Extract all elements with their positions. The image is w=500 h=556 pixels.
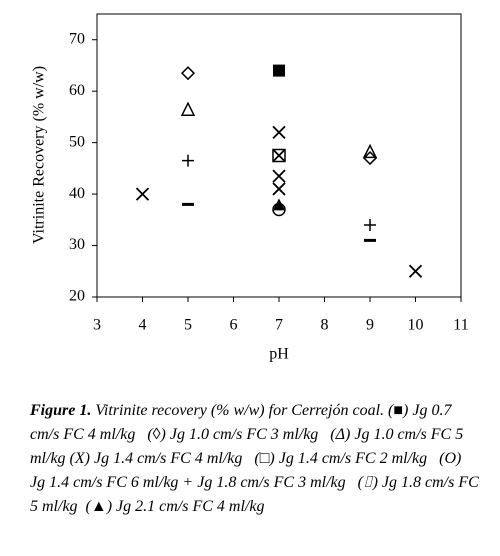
y-tick-label: 60 [69,82,85,99]
x-tick-label: 5 [184,317,192,334]
y-tick-label: 50 [69,133,85,150]
marker [273,64,285,77]
marker [273,198,285,211]
caption-text: Vitrinite recovery (% w/w) for Cerrejón … [30,402,483,515]
marker [362,143,378,159]
marker [272,182,286,196]
x-tick-label: 6 [230,317,238,334]
caption-label: Figure 1. [30,402,92,419]
chart: pH Vitrinite Recovery (% w/w) 20 30 40 50 60… [31,13,469,363]
marker [408,264,423,278]
y-tick-label: 30 [69,236,85,253]
y-tick-label: 20 [69,288,85,305]
x-tick-label: 7 [275,317,283,334]
caption: Figure 1. Vitrinite recovery (% w/w) for… [30,399,480,519]
marker [272,148,286,163]
x-axis-label: pH [269,346,289,363]
x-tick-label: 3 [93,317,101,334]
x-tick-label: 8 [321,317,329,334]
marker [180,66,196,81]
marker [362,151,378,166]
x-tick-label: 4 [139,317,147,334]
y-tick-label: 40 [69,185,85,202]
y-axis-label: Vitrinite Recovery (% w/w) [31,66,48,244]
marker [272,148,286,163]
marker [135,187,150,201]
marker [272,125,286,139]
marker [364,218,376,231]
x-tick-label: 11 [453,317,468,334]
x-tick-label: 10 [408,317,424,334]
x-tick-label: 9 [366,317,374,334]
marker [272,169,286,183]
marker [180,101,196,116]
y-tick-label: 70 [69,30,85,47]
marker [182,154,194,167]
